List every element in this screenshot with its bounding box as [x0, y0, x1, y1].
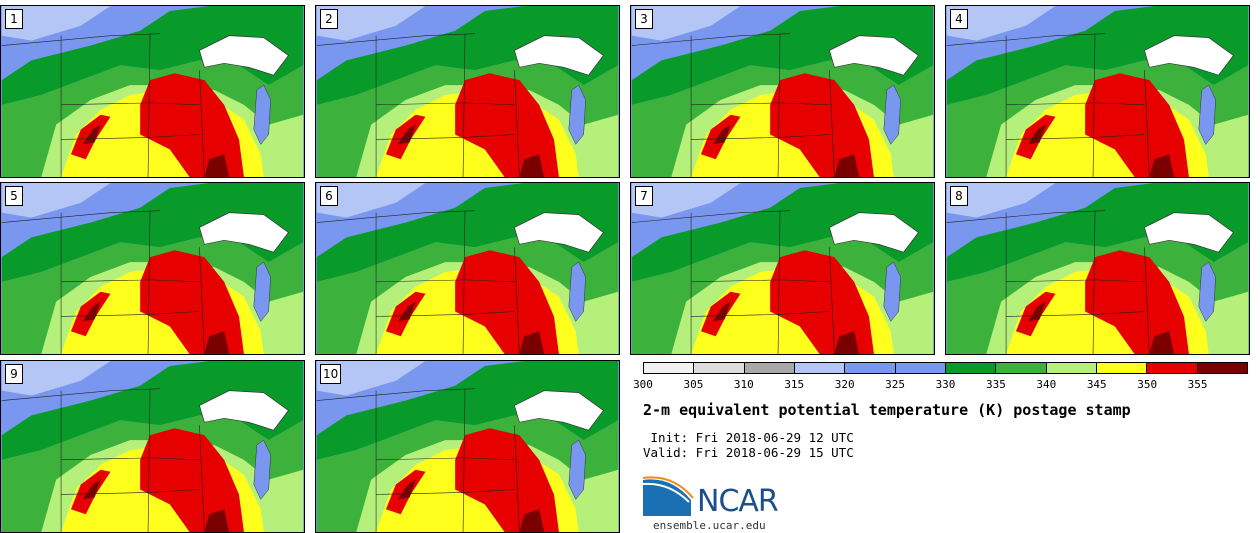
colorbar-tick-label: 310: [733, 378, 754, 391]
panel-number: 8: [950, 186, 968, 206]
colorbar-tick-label: 355: [1187, 378, 1208, 391]
colorbar-tick-label: 300: [633, 378, 653, 391]
panel-number: 3: [635, 9, 653, 29]
map-graphic: [631, 183, 934, 354]
colorbar-segment: [845, 363, 896, 373]
init-time: Init: Fri 2018-06-29 12 UTC: [643, 430, 854, 445]
website-link[interactable]: ensemble.ucar.edu: [653, 519, 766, 532]
panel-number: 6: [320, 186, 338, 206]
colorbar-segment: [744, 363, 795, 373]
map-panel: 3: [630, 5, 935, 178]
valid-time: Valid: Fri 2018-06-29 15 UTC: [643, 445, 854, 460]
colorbar-segment: [1197, 363, 1247, 373]
colorbar-segment: [1046, 363, 1097, 373]
colorbar-tick-label: 320: [834, 378, 855, 391]
logo-wordmark: NCAR: [697, 484, 779, 519]
panel-number: 4: [950, 9, 968, 29]
colorbar-segment: [794, 363, 846, 373]
map-graphic: [1, 183, 304, 354]
map-panel: 5: [0, 182, 305, 355]
colorbar: [643, 362, 1248, 374]
panel-number: 7: [635, 186, 653, 206]
map-graphic: [316, 361, 619, 532]
map-panel: 4: [945, 5, 1250, 178]
map-graphic: [316, 183, 619, 354]
map-graphic: [316, 6, 619, 177]
colorbar-tick-label: 335: [985, 378, 1006, 391]
colorbar-segment: [996, 363, 1047, 373]
map-graphic: [1, 361, 304, 532]
colorbar-segment: [1096, 363, 1148, 373]
panel-number: 5: [5, 186, 23, 206]
map-graphic: [946, 183, 1249, 354]
map-panel: 6: [315, 182, 620, 355]
plot-title: 2-m equivalent potential temperature (K)…: [643, 401, 1131, 419]
map-panel: 10: [315, 360, 620, 533]
map-panel: 7: [630, 182, 935, 355]
panel-number: 2: [320, 9, 338, 29]
ncar-logo-icon: [643, 476, 694, 516]
colorbar-tick-label: 315: [784, 378, 805, 391]
panel-number: 1: [5, 9, 23, 29]
colorbar-tick-labels: 300 305 310 315 320 325 330 335 340 345 350 355: [633, 378, 1248, 392]
colorbar-segment: [895, 363, 946, 373]
map-panel: 9: [0, 360, 305, 533]
map-panel: 8: [945, 182, 1250, 355]
map-graphic: [946, 6, 1249, 177]
colorbar-tick-label: 345: [1086, 378, 1107, 391]
panel-number: 9: [5, 364, 23, 384]
colorbar-segment: [644, 363, 695, 373]
map-panel: 1: [0, 5, 305, 178]
colorbar-tick-label: 340: [1036, 378, 1057, 391]
colorbar-segment: [694, 363, 745, 373]
colorbar-segment: [945, 363, 997, 373]
panel-number: 10: [320, 364, 342, 384]
colorbar-tick-label: 305: [683, 378, 704, 391]
colorbar-tick-label: 325: [885, 378, 906, 391]
colorbar-segment: [1147, 363, 1198, 373]
map-graphic: [631, 6, 934, 177]
map-panel: 2: [315, 5, 620, 178]
colorbar-tick-label: 350: [1137, 378, 1158, 391]
map-graphic: [1, 6, 304, 177]
colorbar-tick-label: 330: [935, 378, 956, 391]
